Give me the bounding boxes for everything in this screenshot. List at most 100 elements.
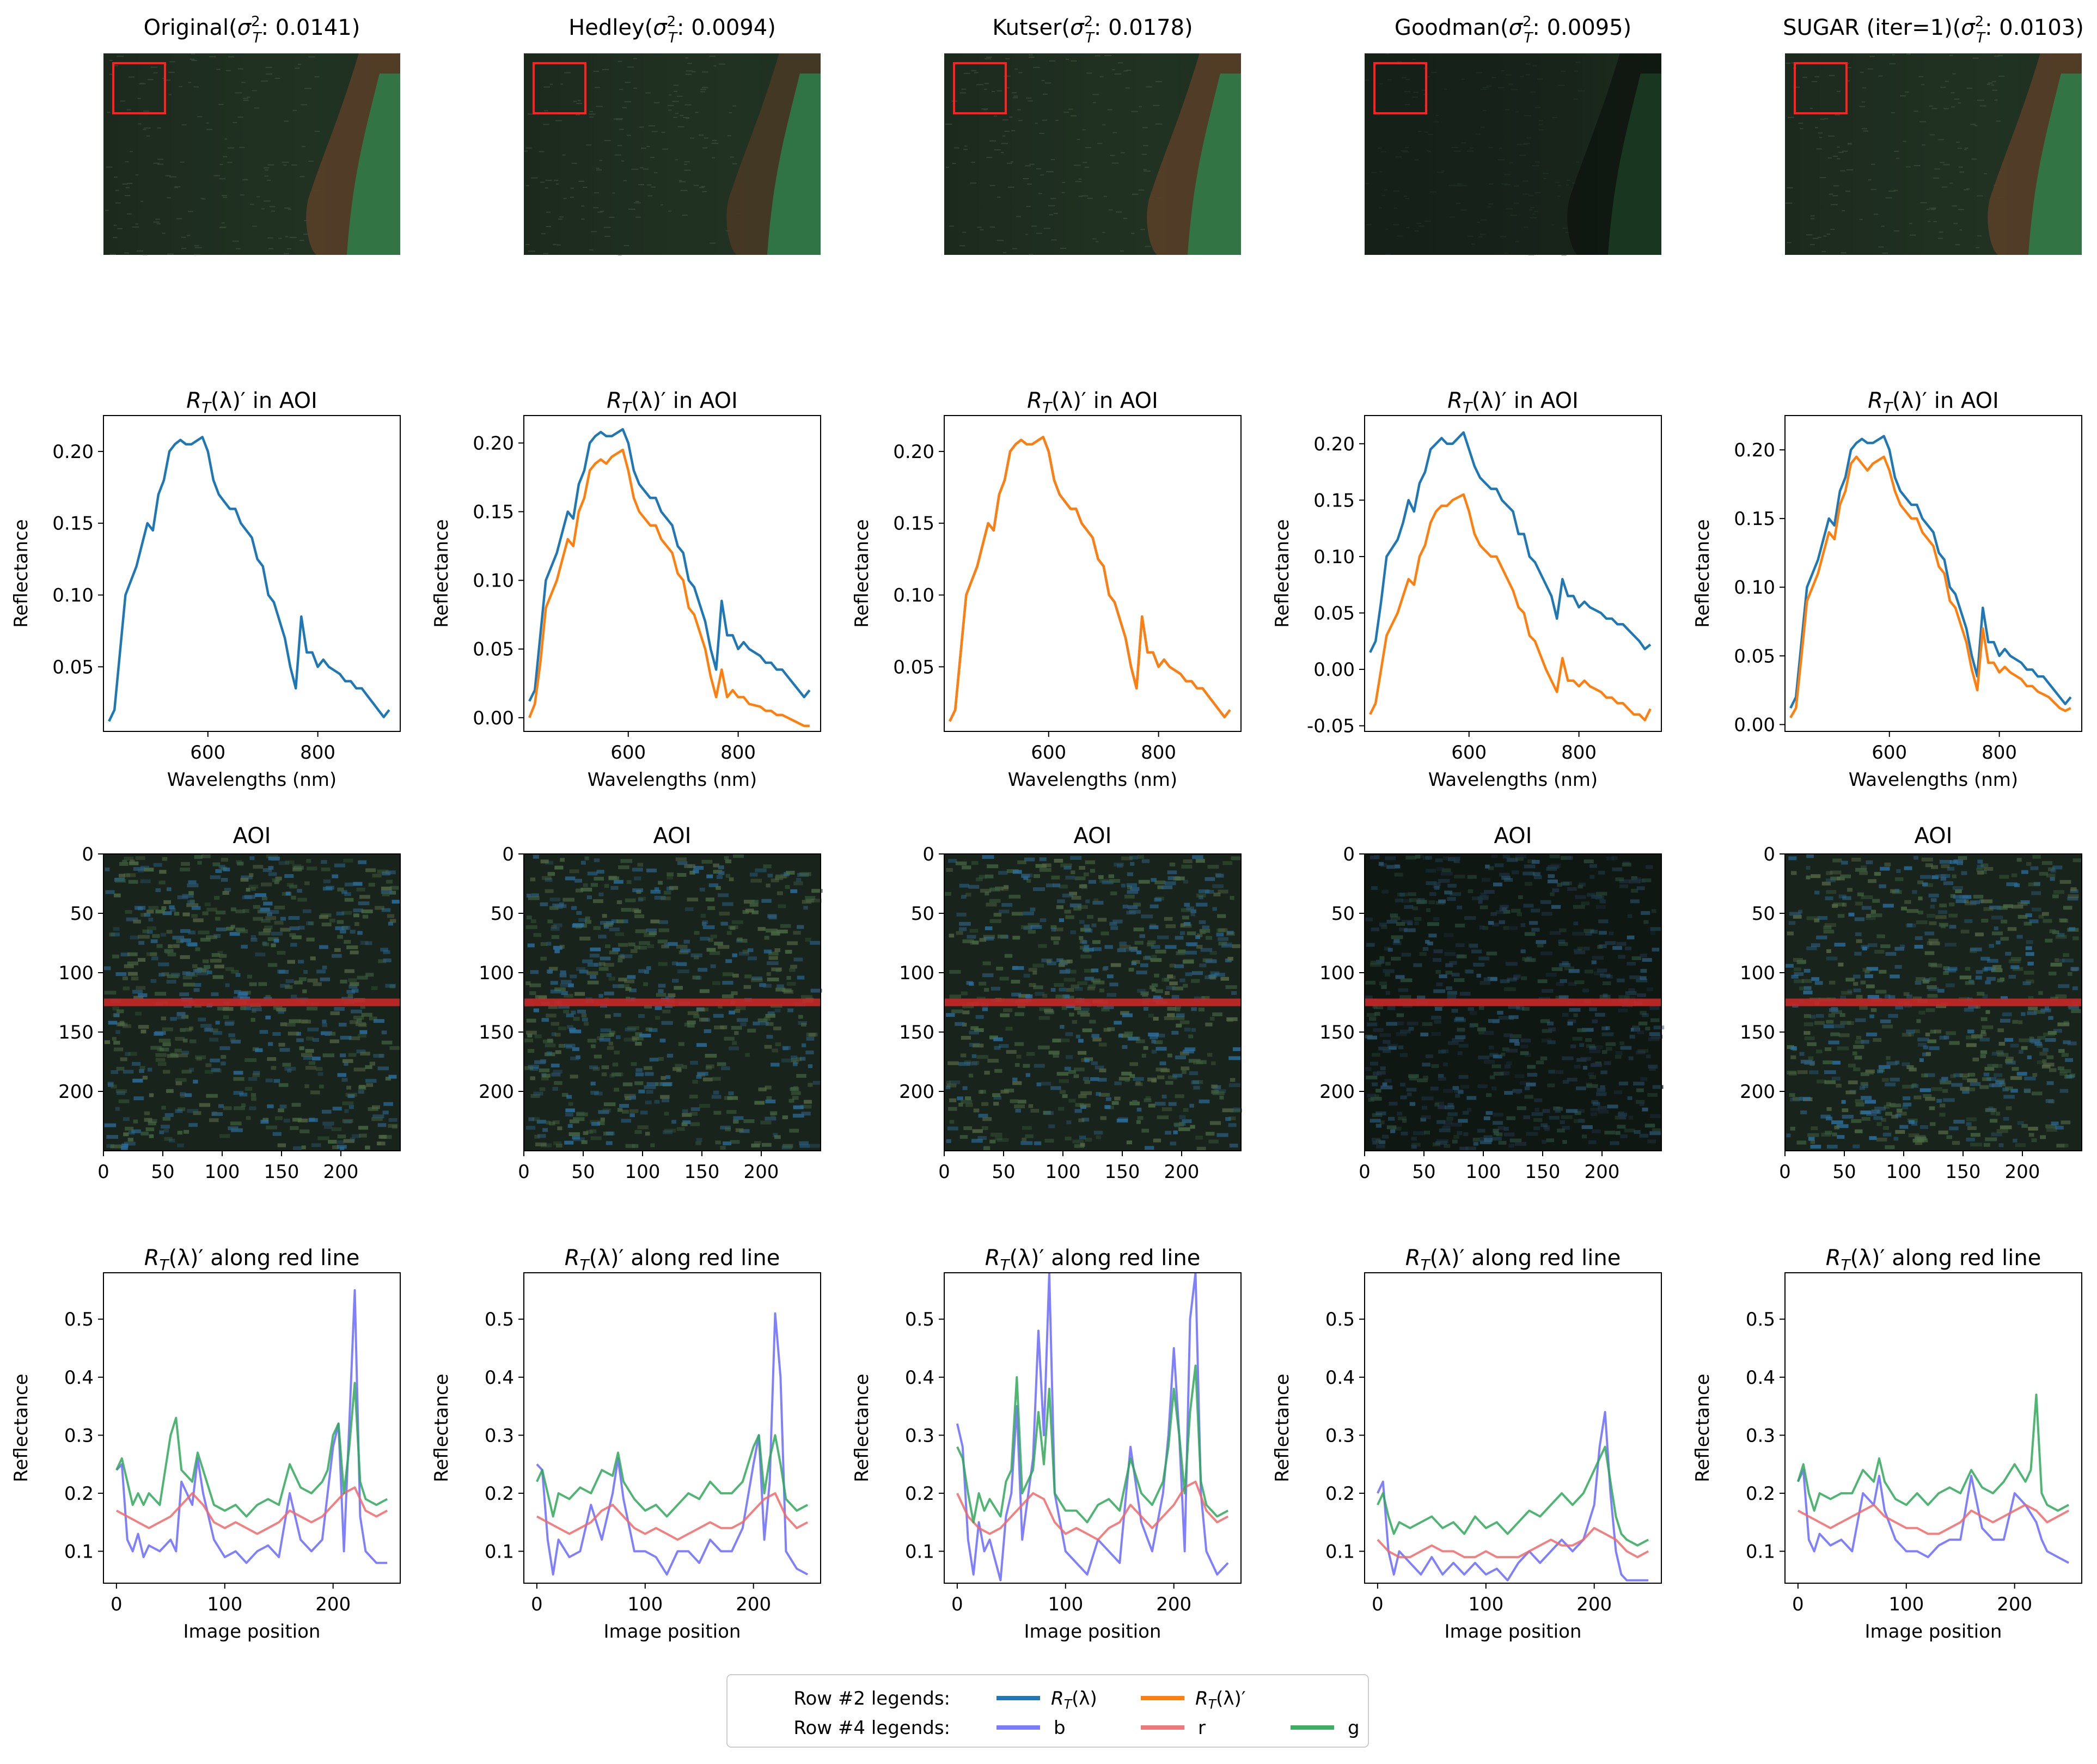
aoi-pixel [1065, 1137, 1072, 1141]
aoi-pixel [731, 1026, 742, 1030]
aoi-pixel [158, 1039, 171, 1043]
aoi-pixel [570, 1056, 579, 1060]
aoi-pixel [371, 1117, 383, 1121]
wave [693, 185, 699, 186]
y-tick-label: 0.2 [905, 1483, 934, 1505]
aoi-pixel [598, 994, 603, 998]
aoi-pixel [973, 1108, 980, 1113]
aoi-pixel [1181, 864, 1193, 869]
aoi-pixel [745, 908, 754, 913]
wave [1087, 198, 1093, 199]
aoi-pixel [801, 1043, 806, 1047]
aoi-pixel [278, 1108, 284, 1113]
aoi-pixel [2031, 1091, 2043, 1096]
aoi-pixel [1392, 941, 1402, 945]
aoi-pixel [2031, 891, 2041, 895]
aoi-pixel [726, 931, 732, 935]
aoi-pixel [539, 1087, 546, 1091]
aoi-pixel [606, 1131, 615, 1136]
wave [1943, 164, 1950, 166]
aoi-pixel [1803, 1031, 1811, 1035]
wave [1867, 68, 1873, 70]
wave [612, 192, 615, 194]
aoi-pixel [997, 935, 1007, 939]
y-tick-label: 0.2 [1746, 1483, 1775, 1505]
aoi-pixel [1048, 1124, 1055, 1128]
wave [1048, 205, 1055, 206]
aoi-pixel [1965, 1087, 1976, 1091]
y-tick-label: 100 [1319, 962, 1355, 984]
aoi-pixel [635, 929, 647, 933]
wave [136, 250, 144, 252]
wave [1142, 127, 1148, 129]
aoi-pixel [554, 865, 564, 870]
aoi-pixel [249, 1106, 256, 1110]
aoi-pixel [1642, 1013, 1649, 1017]
aoi-pixel [1365, 917, 1373, 921]
aoi-pixel [148, 1121, 156, 1126]
aoi-pixel [1154, 880, 1166, 884]
aoi-pixel [1225, 1117, 1231, 1121]
legend-entry-row2-2-sub: T [1208, 1696, 1218, 1712]
aoi-pixel [1637, 993, 1646, 997]
aoi-pixel [1542, 1109, 1550, 1113]
aoi-pixel [1923, 883, 1933, 887]
aoi-pixel [693, 865, 704, 870]
aoi-pixel [1928, 987, 1939, 991]
aoi-pixel [961, 991, 968, 996]
aoi-pixel [721, 1066, 730, 1071]
aoi-pixel [1190, 912, 1195, 917]
wave [1143, 169, 1147, 170]
y-tick-label: 0.20 [1313, 434, 1355, 455]
aoi-pixel [1157, 885, 1164, 889]
aoi-pixel [1970, 947, 1982, 951]
aoi-pixel [250, 938, 258, 942]
aoi-pixel [989, 887, 1000, 892]
y-tick-label: 0.5 [905, 1309, 934, 1330]
wave [1379, 171, 1383, 173]
wave [1504, 184, 1511, 186]
aoi-pixel [1398, 988, 1409, 992]
wave [1153, 105, 1160, 106]
aoi-pixel [526, 893, 531, 898]
aoi-pixel [140, 913, 146, 917]
aoi-pixel [1144, 1098, 1152, 1102]
aoi-pixel [805, 937, 811, 942]
aoi-pixel [690, 1107, 700, 1112]
aoi-pixel [360, 1005, 365, 1009]
aoi-pixel [377, 869, 389, 874]
aoi-pixel [570, 974, 577, 979]
aoi-pixel [383, 1102, 393, 1106]
wave [1787, 187, 1792, 188]
aoi-pixel [349, 985, 358, 989]
aoi-pixel [1991, 968, 2003, 973]
aoi-pixel [728, 1091, 734, 1096]
aoi-pixel [1872, 899, 1880, 903]
aoi-pixel [551, 1032, 556, 1036]
wave [558, 218, 563, 220]
aoi-pixel [1452, 1038, 1464, 1042]
aoi-pixel [1503, 1033, 1513, 1037]
aoi-pixel [311, 1143, 321, 1147]
aoi-frame [1784, 853, 2082, 1151]
red-line-1 [103, 998, 400, 1006]
aoi-pixel [1371, 927, 1380, 932]
aoi-pixel [1435, 1140, 1447, 1145]
aoi-pixel [1804, 1036, 1815, 1041]
wave [988, 157, 992, 158]
wave [689, 137, 694, 139]
aoi-pixel [188, 1026, 194, 1030]
aoi-pixel [1374, 1094, 1380, 1098]
aoi-pixel [1586, 1084, 1598, 1088]
aoi-pixel [699, 1017, 708, 1022]
x-tick-label: 150 [1105, 1161, 1140, 1183]
wave [684, 169, 691, 171]
aoi-pixel [2072, 936, 2079, 941]
row2-title-5-r: R [1868, 388, 1883, 413]
aoi-pixel [694, 931, 700, 935]
aoi-pixel [113, 1041, 120, 1045]
aoi-pixel [1646, 987, 1653, 992]
aoi-pixel [1389, 1046, 1397, 1050]
aoi-pixel [1908, 1133, 1919, 1138]
aoi-pixel [2027, 1055, 2032, 1059]
